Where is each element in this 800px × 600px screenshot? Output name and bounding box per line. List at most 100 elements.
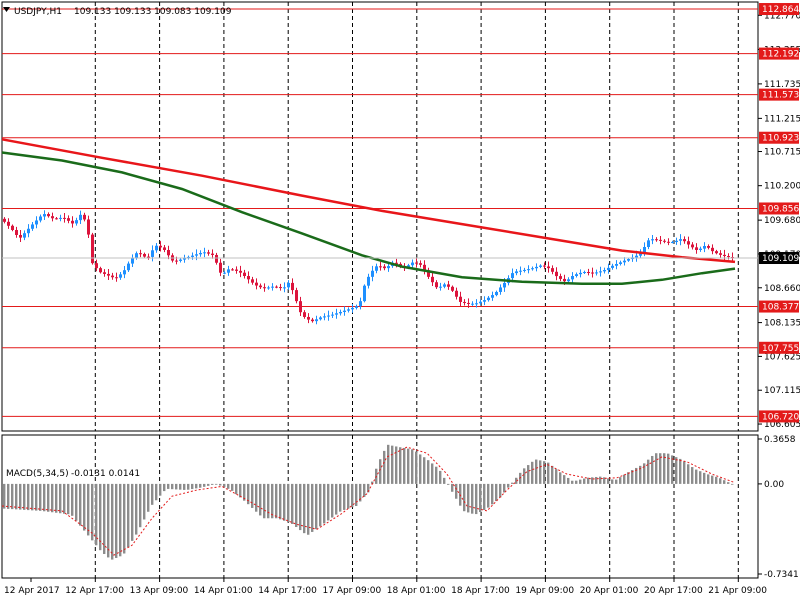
macd-signal-line[interactable] [1, 446, 736, 556]
candle-bull[interactable] [287, 280, 290, 290]
candle-bull[interactable] [531, 266, 534, 271]
candle-bull[interactable] [359, 297, 362, 310]
candle-bull[interactable] [595, 269, 598, 276]
candle-bear[interactable] [415, 257, 418, 268]
candle-bear[interactable] [587, 268, 590, 276]
candle-bull[interactable] [151, 245, 154, 262]
candle-bear[interactable] [47, 212, 50, 218]
candle-bear[interactable] [379, 261, 382, 271]
candle-bull[interactable] [615, 260, 618, 270]
candle-bear[interactable] [163, 245, 166, 253]
candle-bear[interactable] [51, 212, 54, 222]
candle-bear[interactable] [167, 245, 170, 260]
candle-bear[interactable] [307, 313, 310, 324]
candle-bull[interactable] [607, 263, 610, 274]
candle-bear[interactable] [211, 249, 214, 259]
candle-bear[interactable] [543, 262, 546, 270]
candle-bear[interactable] [147, 253, 150, 260]
candle-bull[interactable] [199, 250, 202, 257]
candle-bear[interactable] [691, 242, 694, 250]
candle-bull[interactable] [39, 214, 42, 223]
candle-bull[interactable] [335, 308, 338, 319]
candle-bull[interactable] [119, 271, 122, 280]
candle-bull[interactable] [315, 315, 318, 325]
candle-bull[interactable] [579, 269, 582, 278]
candle-bull[interactable] [351, 304, 354, 313]
candle-bear[interactable] [663, 239, 666, 244]
candle-bear[interactable] [83, 212, 86, 222]
candle-bear[interactable] [591, 267, 594, 278]
candle-bull[interactable] [699, 246, 702, 252]
candle-bear[interactable] [447, 280, 450, 290]
candle-bull[interactable] [603, 267, 606, 274]
candle-bear[interactable] [655, 237, 658, 242]
candle-bear[interactable] [115, 272, 118, 282]
candle-bear[interactable] [7, 218, 10, 229]
candle-bull[interactable] [155, 242, 158, 253]
candle-bear[interactable] [55, 216, 58, 220]
candle-bear[interactable] [207, 249, 210, 256]
candle-bull[interactable] [675, 237, 678, 245]
candle-bull[interactable] [327, 310, 330, 321]
candle-bear[interactable] [91, 232, 94, 265]
candle-bear[interactable] [427, 267, 430, 280]
candle-bull[interactable] [411, 259, 414, 269]
candle-bull[interactable] [271, 283, 274, 291]
candle-bear[interactable] [219, 258, 222, 277]
candle-bear[interactable] [215, 252, 218, 265]
candle-bull[interactable] [623, 257, 626, 266]
candle-bear[interactable] [11, 224, 14, 232]
candle-bull[interactable] [27, 224, 30, 238]
candle-bear[interactable] [555, 267, 558, 281]
candle-bull[interactable] [59, 214, 62, 222]
candle-bear[interactable] [435, 280, 438, 290]
candle-bear[interactable] [383, 264, 386, 271]
candle-bull[interactable] [439, 282, 442, 291]
candle-bull[interactable] [703, 242, 706, 253]
moving-average-red[interactable] [1, 138, 736, 264]
candle-bull[interactable] [267, 285, 270, 290]
moving-average-green[interactable] [1, 151, 736, 286]
candle-bull[interactable] [183, 254, 186, 263]
candle-bear[interactable] [99, 266, 102, 274]
candle-bull[interactable] [331, 311, 334, 319]
candle-bull[interactable] [515, 268, 518, 276]
candle-bear[interactable] [687, 236, 690, 249]
candle-bull[interactable] [79, 210, 82, 224]
candle-bull[interactable] [363, 284, 366, 303]
candle-bear[interactable] [263, 283, 266, 292]
candle-bull[interactable] [31, 222, 34, 231]
candle-bull[interactable] [483, 296, 486, 306]
candle-bear[interactable] [259, 283, 262, 290]
candle-bull[interactable] [599, 266, 602, 277]
candle-bear[interactable] [659, 236, 662, 245]
candle-bear[interactable] [683, 236, 686, 244]
candle-bull[interactable] [575, 272, 578, 278]
candle-bear[interactable] [143, 252, 146, 258]
candle-bear[interactable] [63, 212, 66, 223]
candle-bull[interactable] [75, 217, 78, 226]
candle-bear[interactable] [455, 287, 458, 300]
candle-bear[interactable] [719, 250, 722, 258]
candle-bull[interactable] [191, 252, 194, 260]
candle-bull[interactable] [679, 234, 682, 246]
candle-bear[interactable] [251, 276, 254, 285]
macd-pane[interactable] [1, 434, 759, 579]
candle-bear[interactable] [291, 278, 294, 295]
price-pane[interactable] [1, 1, 759, 432]
candle-bear[interactable] [95, 259, 98, 272]
candle-bull[interactable] [523, 267, 526, 273]
candle-bear[interactable] [695, 243, 698, 254]
candle-bear[interactable] [67, 215, 70, 224]
candle-bear[interactable] [707, 244, 710, 250]
candle-bear[interactable] [159, 241, 162, 252]
candle-bull[interactable] [319, 316, 322, 321]
candle-bear[interactable] [71, 216, 74, 228]
candle-bull[interactable] [339, 309, 342, 316]
candle-bear[interactable] [103, 269, 106, 277]
candle-bull[interactable] [179, 257, 182, 263]
candle-bear[interactable] [299, 296, 302, 316]
candle-bull[interactable] [471, 301, 474, 306]
candle-bear[interactable] [295, 287, 298, 304]
triangle-down-icon[interactable] [3, 7, 10, 12]
